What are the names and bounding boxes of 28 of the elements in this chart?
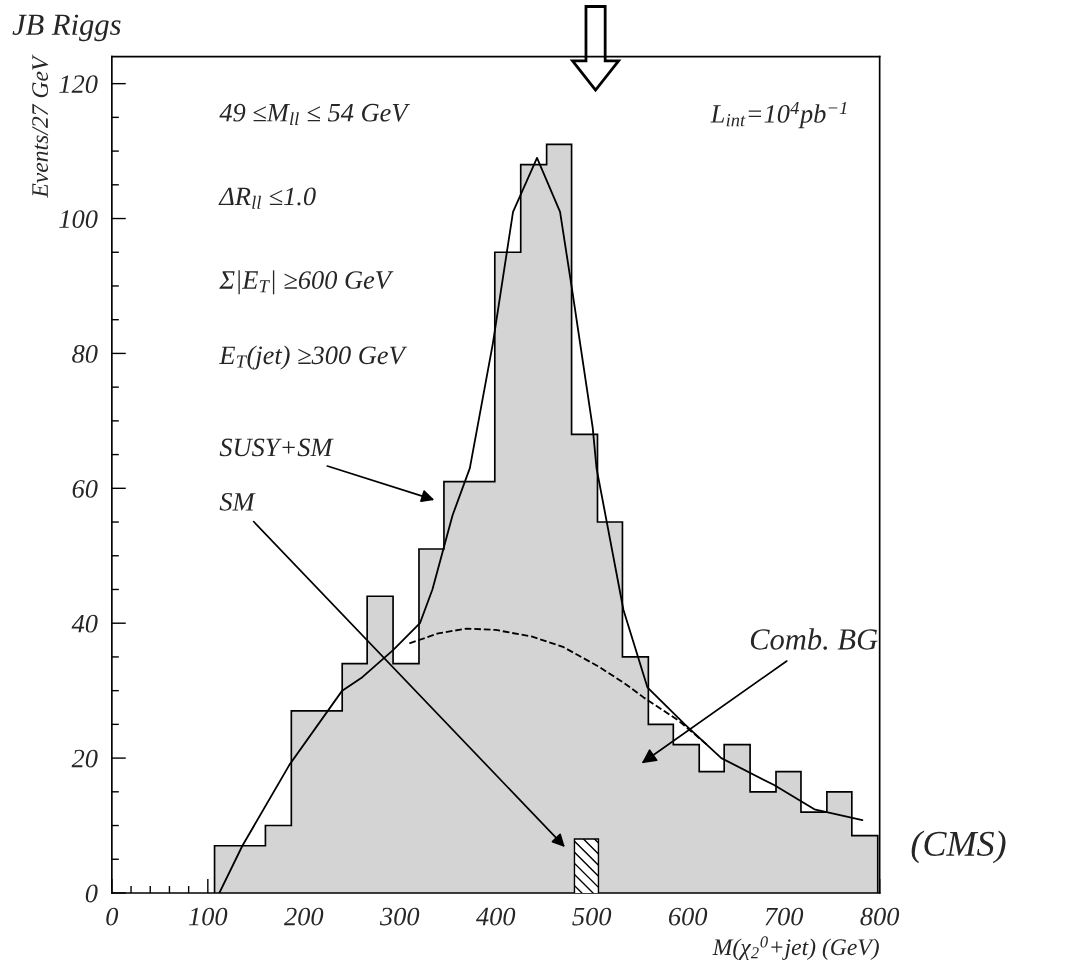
annotation: Comb. BG bbox=[750, 628, 878, 650]
annotation: Σ|E$_{T}$| ≥600 GeV bbox=[219, 270, 394, 295]
y-tick-label: 20 bbox=[71, 749, 98, 768]
y-tick-label: 0 bbox=[85, 884, 98, 903]
x-tick-label: 600 bbox=[668, 907, 708, 926]
annotation: E$_{T}$(jet) ≥300 GeV bbox=[219, 345, 408, 370]
x-tick-label: 500 bbox=[572, 907, 612, 926]
x-tick-label: 800 bbox=[860, 907, 900, 926]
y-axis-title: Events/27 GeV bbox=[32, 54, 49, 198]
x-tick-label: 300 bbox=[379, 907, 420, 926]
y-tick-label: 80 bbox=[72, 345, 98, 363]
y-tick-label: 100 bbox=[59, 210, 98, 228]
y-tick-label: 60 bbox=[72, 479, 98, 498]
x-tick-label: 400 bbox=[476, 907, 516, 926]
text: (CMS) bbox=[911, 830, 1006, 864]
annotation: SM bbox=[219, 492, 256, 511]
y-tick-label: 120 bbox=[59, 75, 98, 94]
x-tick-label: 0 bbox=[106, 907, 119, 926]
text: JB Riggs bbox=[12, 14, 121, 42]
annotation: L$_{int}$=10$^{4}$pb$^{−1}$ bbox=[710, 101, 847, 129]
x-tick-label: 700 bbox=[765, 907, 804, 926]
annotation: 49 ≤M$_{ll}$ ≤ 54 GeV bbox=[219, 103, 410, 125]
x-tick-label: 200 bbox=[284, 907, 324, 926]
y-tick-label: 40 bbox=[71, 614, 98, 633]
x-axis-title: M(χ$_{2}$$^{0}$+jet) (GeV) bbox=[712, 936, 879, 960]
x-tick-label: 100 bbox=[188, 907, 228, 926]
annotation: ΔR$_{ll}$ ≤1.0 bbox=[218, 187, 316, 209]
annotation: SUSY+SM bbox=[219, 438, 334, 457]
